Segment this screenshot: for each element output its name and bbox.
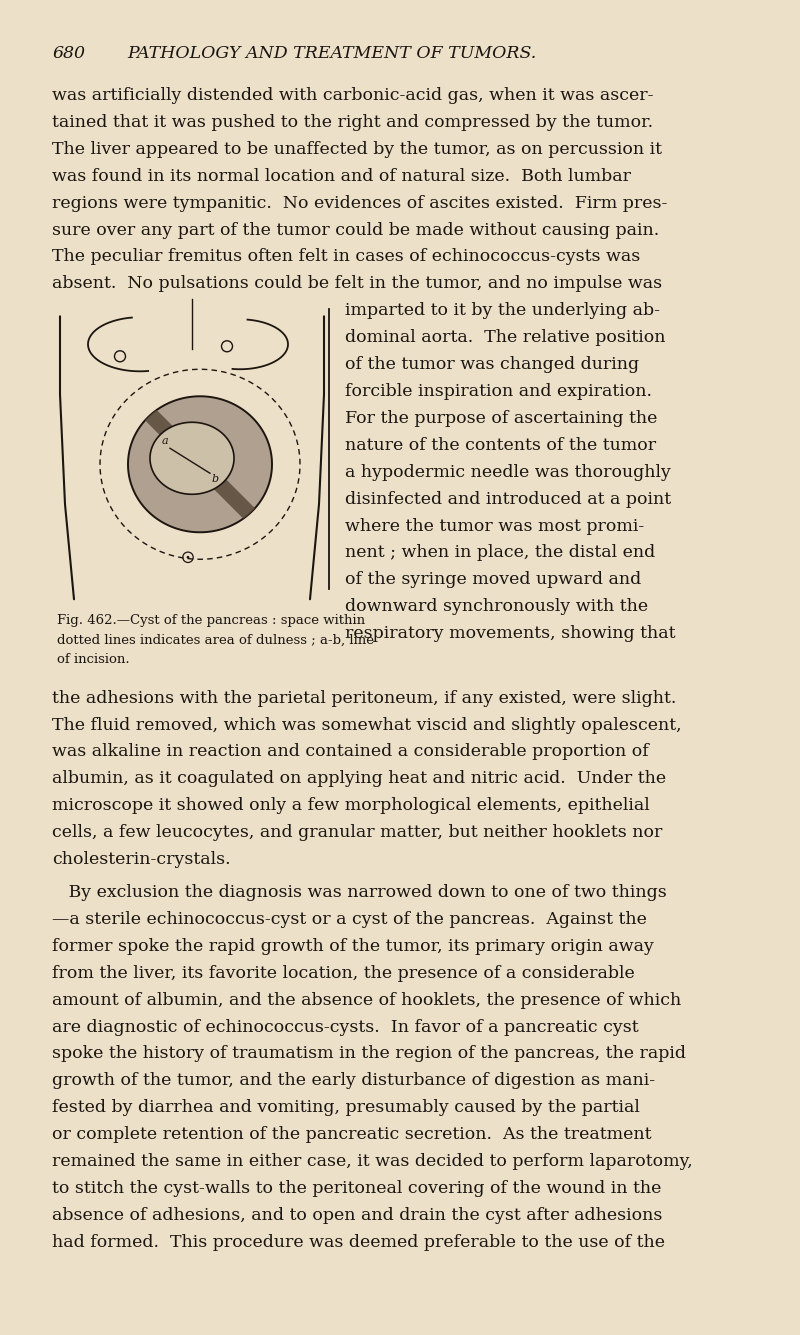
Text: remained the same in either case, it was decided to perform laparotomy,: remained the same in either case, it was… [52,1153,693,1171]
Text: of incision.: of incision. [57,653,130,666]
Text: the adhesions with the parietal peritoneum, if any existed, were slight.: the adhesions with the parietal peritone… [52,690,676,706]
Text: disinfected and introduced at a point: disinfected and introduced at a point [345,491,671,507]
Text: —a sterile echinococcus-cyst or a cyst of the pancreas.  Against the: —a sterile echinococcus-cyst or a cyst o… [52,910,647,928]
Text: The liver appeared to be unaffected by the tumor, as on percussion it: The liver appeared to be unaffected by t… [52,140,662,158]
Text: respiratory movements, showing that: respiratory movements, showing that [345,625,675,642]
Text: of the tumor was changed during: of the tumor was changed during [345,356,639,372]
Text: was found in its normal location and of natural size.  Both lumbar: was found in its normal location and of … [52,168,631,184]
Text: was artificially distended with carbonic-acid gas, when it was ascer-: was artificially distended with carbonic… [52,87,654,104]
Text: Fig. 462.—Cyst of the pancreas : space within: Fig. 462.—Cyst of the pancreas : space w… [57,614,365,627]
Text: former spoke the rapid growth of the tumor, its primary origin away: former spoke the rapid growth of the tum… [52,939,654,955]
Text: a hypodermic needle was thoroughly: a hypodermic needle was thoroughly [345,463,671,481]
Text: nature of the contents of the tumor: nature of the contents of the tumor [345,437,656,454]
Text: b: b [212,474,219,485]
Text: microscope it showed only a few morphological elements, epithelial: microscope it showed only a few morpholo… [52,797,650,814]
Text: where the tumor was most promi-: where the tumor was most promi- [345,518,644,534]
Text: 680: 680 [52,45,85,61]
Text: cells, a few leucocytes, and granular matter, but neither hooklets nor: cells, a few leucocytes, and granular ma… [52,824,662,841]
Text: cholesterin-crystals.: cholesterin-crystals. [52,852,230,868]
Text: downward synchronously with the: downward synchronously with the [345,598,648,615]
Text: dotted lines indicates area of dulness ; a-b, line: dotted lines indicates area of dulness ;… [57,633,374,646]
Circle shape [186,555,190,558]
Text: The fluid removed, which was somewhat viscid and slightly opalescent,: The fluid removed, which was somewhat vi… [52,717,682,734]
Text: forcible inspiration and expiration.: forcible inspiration and expiration. [345,383,652,400]
Text: spoke the history of traumatism in the region of the pancreas, the rapid: spoke the history of traumatism in the r… [52,1045,686,1063]
Text: dominal aorta.  The relative position: dominal aorta. The relative position [345,330,666,346]
Text: or complete retention of the pancreatic secretion.  As the treatment: or complete retention of the pancreatic … [52,1127,651,1143]
Text: regions were tympanitic.  No evidences of ascites existed.  Firm pres-: regions were tympanitic. No evidences of… [52,195,667,212]
Text: absence of adhesions, and to open and drain the cyst after adhesions: absence of adhesions, and to open and dr… [52,1207,662,1224]
Text: to stitch the cyst-walls to the peritoneal covering of the wound in the: to stitch the cyst-walls to the peritone… [52,1180,662,1197]
Polygon shape [128,396,272,533]
Text: amount of albumin, and the absence of hooklets, the presence of which: amount of albumin, and the absence of ho… [52,992,682,1009]
Text: are diagnostic of echinococcus-cysts.  In favor of a pancreatic cyst: are diagnostic of echinococcus-cysts. In… [52,1019,638,1036]
Text: had formed.  This procedure was deemed preferable to the use of the: had formed. This procedure was deemed pr… [52,1234,665,1251]
Text: For the purpose of ascertaining the: For the purpose of ascertaining the [345,410,658,427]
Text: of the syringe moved upward and: of the syringe moved upward and [345,571,642,589]
Polygon shape [150,422,234,494]
Text: albumin, as it coagulated on applying heat and nitric acid.  Under the: albumin, as it coagulated on applying he… [52,770,666,788]
Text: absent.  No pulsations could be felt in the tumor, and no impulse was: absent. No pulsations could be felt in t… [52,275,662,292]
Text: sure over any part of the tumor could be made without causing pain.: sure over any part of the tumor could be… [52,222,659,239]
Text: tained that it was pushed to the right and compressed by the tumor.: tained that it was pushed to the right a… [52,113,653,131]
Text: a: a [162,437,168,446]
Text: nent ; when in place, the distal end: nent ; when in place, the distal end [345,545,655,562]
Text: imparted to it by the underlying ab-: imparted to it by the underlying ab- [345,302,660,319]
Text: By exclusion the diagnosis was narrowed down to one of two things: By exclusion the diagnosis was narrowed … [52,884,666,901]
Text: was alkaline in reaction and contained a considerable proportion of: was alkaline in reaction and contained a… [52,744,649,761]
Text: growth of the tumor, and the early disturbance of digestion as mani-: growth of the tumor, and the early distu… [52,1072,655,1089]
Text: PATHOLOGY AND TREATMENT OF TUMORS.: PATHOLOGY AND TREATMENT OF TUMORS. [127,45,536,61]
Text: fested by diarrhea and vomiting, presumably caused by the partial: fested by diarrhea and vomiting, presuma… [52,1099,640,1116]
Text: The peculiar fremitus often felt in cases of echinococcus-cysts was: The peculiar fremitus often felt in case… [52,248,640,266]
Text: from the liver, its favorite location, the presence of a considerable: from the liver, its favorite location, t… [52,965,634,981]
